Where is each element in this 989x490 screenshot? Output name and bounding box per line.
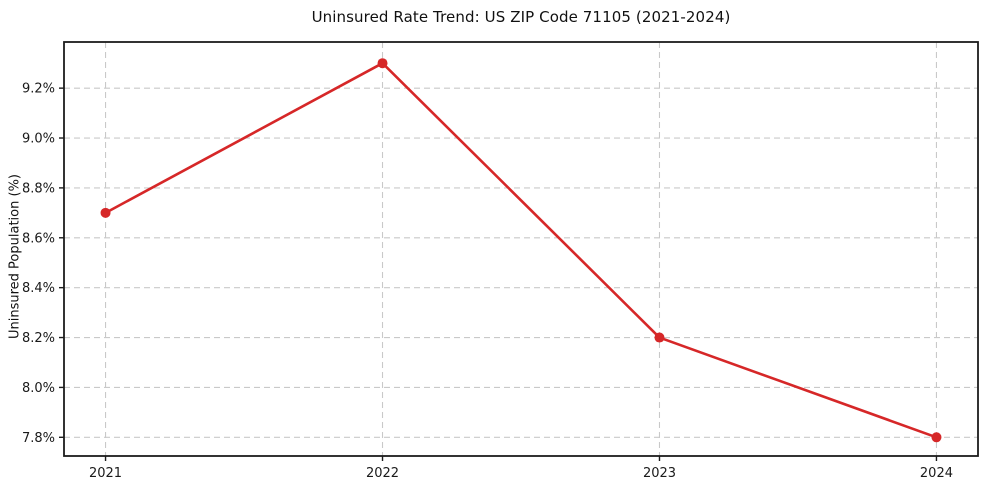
data-point-marker bbox=[100, 207, 111, 218]
data-point-marker bbox=[931, 432, 942, 443]
x-tick-label: 2024 bbox=[920, 466, 953, 481]
y-tick-label: 8.2% bbox=[22, 331, 55, 346]
y-tick-label: 8.4% bbox=[22, 281, 55, 296]
plot-frame bbox=[63, 41, 979, 457]
x-tick-label: 2023 bbox=[643, 466, 676, 481]
chart-title: Uninsured Rate Trend: US ZIP Code 71105 … bbox=[311, 8, 731, 26]
y-tick-label: 8.0% bbox=[22, 381, 55, 396]
y-tick-label: 9.0% bbox=[22, 132, 55, 147]
data-point-marker bbox=[654, 332, 665, 343]
x-tick-label: 2021 bbox=[89, 466, 122, 481]
data-point-marker bbox=[377, 58, 388, 69]
x-tick-label: 2022 bbox=[366, 466, 399, 481]
series-line bbox=[104, 61, 938, 439]
y-tick-label: 8.6% bbox=[22, 231, 55, 246]
y-tick-label: 7.8% bbox=[22, 431, 55, 446]
y-tick-label: 8.8% bbox=[22, 181, 55, 196]
y-tick-label: 9.2% bbox=[22, 82, 55, 97]
